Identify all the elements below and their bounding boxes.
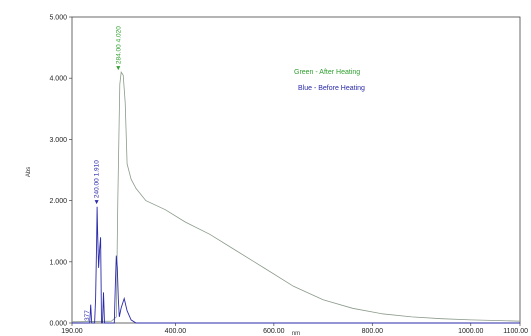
x-tick-label: 600.00	[263, 328, 285, 335]
series-layer	[71, 70, 521, 324]
series-after-heating-line	[71, 70, 521, 323]
peak-label: 240.00 1.910	[94, 160, 101, 198]
y-tick-label: 3.000	[49, 137, 67, 144]
x-axis-ticks: 190.00 400.00 600.00 800.00 1000.00 1100.00	[61, 323, 528, 335]
peak-label: 377	[84, 310, 91, 321]
x-tick-label: 400.00	[165, 328, 187, 335]
x-tick-label: 190.00	[61, 328, 83, 335]
y-tick-label: 2.000	[49, 198, 67, 205]
series-before-heating-line	[72, 206, 520, 324]
y-tick-label: 5.000	[49, 15, 67, 22]
peak-marker	[94, 200, 99, 205]
y-tick-label: 1.000	[49, 259, 67, 266]
peak-marker	[116, 66, 121, 71]
x-tick-label: 1100.00	[503, 328, 528, 335]
y-tick-label: 4.000	[49, 76, 67, 83]
y-tick-label: 0.000	[49, 321, 67, 328]
legend-before-heating: Blue - Before Heating	[298, 85, 365, 92]
x-tick-label: 1000.00	[458, 328, 483, 335]
y-axis-label: Abs	[26, 167, 32, 177]
peak-annotations: 284.00 4.020 240.00 1.910 377	[84, 26, 122, 321]
x-tick-label: 800.00	[362, 328, 384, 335]
legend-after-heating: Green - After Heating	[294, 69, 360, 76]
y-axis-ticks: 0.000 1.000 2.000 3.000 4.000 5.000	[49, 15, 72, 328]
peak-label: 284.00 4.020	[115, 26, 122, 64]
x-axis-label: nm	[292, 331, 300, 336]
plot-frame	[71, 16, 521, 324]
